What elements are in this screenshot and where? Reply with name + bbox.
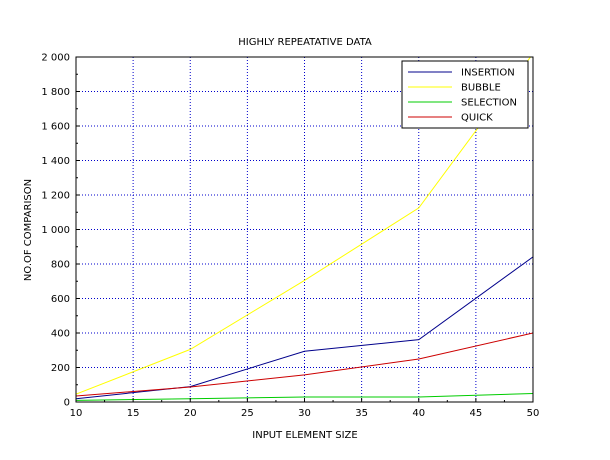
legend-label: BUBBLE (461, 83, 501, 94)
axis-ticks: 10 15 20 25 30 35 40 45 50 0 200 400 600 800 1 000 1 20… (41, 53, 539, 420)
x-tick-label: 25 (241, 408, 254, 419)
legend-label: QUICK (461, 113, 493, 124)
y-tick-label: 400 (51, 329, 70, 340)
x-tick-label: 40 (412, 408, 425, 419)
y-axis-label: NO.OF COMPARISON (23, 179, 34, 281)
y-tick-label: 200 (51, 363, 70, 374)
x-tick-label: 30 (298, 408, 311, 419)
series-group (76, 57, 533, 401)
y-tick-label: 1 400 (41, 156, 70, 167)
x-tick-label: 45 (470, 408, 483, 419)
y-tick-label: 800 (51, 260, 70, 271)
x-tick-label: 10 (70, 408, 83, 419)
x-tick-label: 35 (355, 408, 368, 419)
chart-title: HIGHLY REPEATATIVE DATA (238, 37, 372, 48)
x-tick-label: 20 (184, 408, 197, 419)
series-line-quick (76, 332, 533, 397)
legend-label: INSERTION (461, 68, 515, 79)
y-tick-label: 1 600 (41, 122, 70, 133)
x-axis-label: INPUT ELEMENT SIZE (252, 430, 357, 441)
y-tick-label: 1 000 (41, 225, 70, 236)
y-tick-label: 1 200 (41, 191, 70, 202)
legend: INSERTION BUBBLE SELECTION QUICK (401, 60, 529, 129)
series-line-insertion (76, 256, 533, 400)
x-tick-label: 50 (527, 408, 540, 419)
series-line-bubble (76, 57, 532, 395)
y-tick-label: 1 800 (41, 87, 70, 98)
y-tick-label: 0 (64, 398, 70, 409)
y-tick-label: 2 000 (41, 53, 70, 64)
legend-label: SELECTION (461, 98, 517, 109)
y-tick-label: 600 (51, 294, 70, 305)
series-line-selection (76, 393, 533, 401)
x-tick-label: 15 (127, 408, 140, 419)
